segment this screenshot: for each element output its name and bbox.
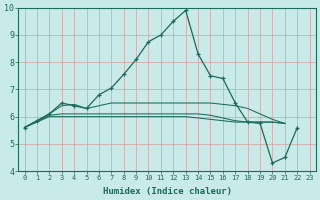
X-axis label: Humidex (Indice chaleur): Humidex (Indice chaleur) bbox=[103, 187, 232, 196]
